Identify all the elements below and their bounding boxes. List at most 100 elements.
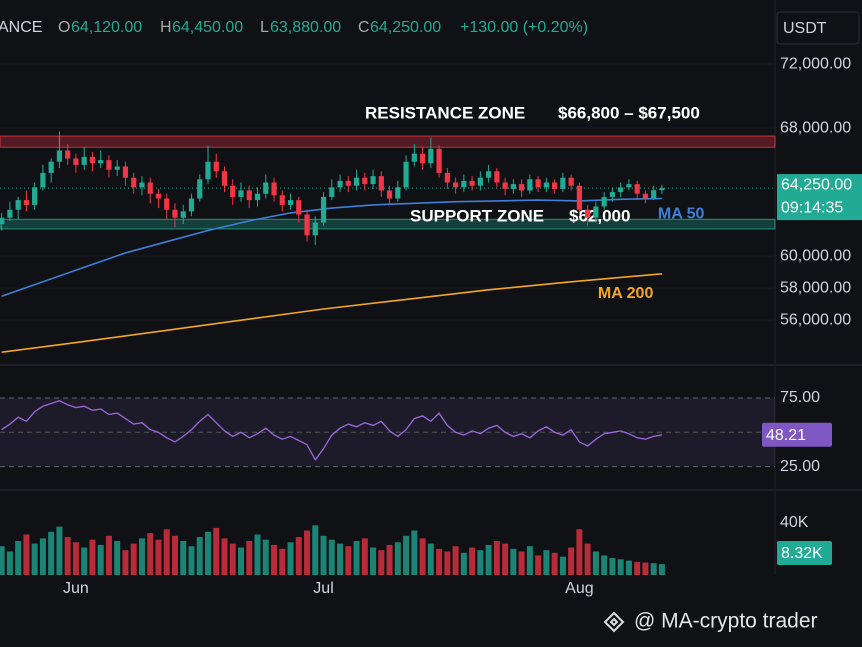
currency[interactable]: USDT [783,20,827,37]
volume-bar [477,550,484,575]
candle-body [122,166,129,178]
volume-bar [64,537,71,575]
y-tick-label: 75.00 [780,389,820,406]
candle-body [659,188,665,191]
volume-bar [114,541,121,575]
volume-bar [130,543,137,575]
volume-bar [163,529,170,575]
candle-body [601,196,607,207]
candle-body [89,156,96,164]
candle-body [238,190,244,197]
candle-body [568,177,574,186]
candle-body [403,161,409,188]
volume-bar [122,550,129,575]
candle-body [287,200,294,205]
candle-body [642,193,649,199]
candle-body [172,209,178,218]
volume-bar [287,542,294,575]
candle-body [593,206,599,218]
candle-body [279,195,285,205]
candle-body [535,179,541,188]
currency-box[interactable] [776,11,860,45]
candle-body [114,166,120,170]
volume-bar [262,539,269,575]
candle-body [609,192,616,197]
candle-body [626,184,632,188]
y-tick-label: 68,000.00 [780,119,851,136]
candle-body [337,180,343,188]
candle-body [230,185,236,197]
candle-body [15,200,21,210]
volume-bar [89,539,96,575]
candle-body [634,184,640,194]
candle-body [48,161,54,173]
volume-bar [312,525,319,575]
candle-body [345,180,351,186]
candle-body [651,190,657,199]
candle-body [428,148,434,164]
volume-bar [171,535,178,575]
volume-bar [328,539,335,575]
volume-bar [147,533,154,575]
close-key: C [358,19,370,36]
candle-body [304,214,310,236]
volume-bar [138,538,145,575]
candle-body [254,193,261,201]
candle-body [147,182,153,194]
volume-bar [196,537,203,575]
candle-body [502,182,508,189]
volume-bar [634,561,641,575]
volume-bar [460,552,467,575]
candle-body [395,187,401,199]
candle-body [576,185,582,210]
rsi-tag-label: 48.21 [766,427,806,444]
open-key: O [58,19,70,36]
candle-body [370,176,376,185]
candle-body [73,158,79,165]
volume-bar [204,531,211,575]
candle-body [180,211,186,218]
candle-body [312,222,318,236]
volume-bar [543,550,550,575]
price-tag-label: 64,250.00 [781,176,852,193]
y-tick-label: 40K [780,514,809,531]
candle-body [188,198,195,212]
open-value: 64,120.00 [71,19,142,36]
high-value: 64,450.00 [172,19,243,36]
symbol: ANCE [0,19,42,36]
volume-bar [295,537,302,575]
volume-bar [0,546,5,575]
volume-bar [56,526,63,575]
candle-body [296,200,302,215]
volume-bar [353,541,360,575]
volume-bar [617,559,624,575]
volume-bar [403,535,410,575]
candle-body [7,209,13,218]
volume-bar [180,541,187,575]
y-tick-label: 60,000.00 [780,247,851,264]
ma-label: MA 50 [658,206,705,223]
volume-bar [625,560,632,575]
volume-bar [378,550,385,575]
low-value: 63,880.00 [270,19,341,36]
close-value: 64,250.00 [370,19,441,36]
candle-body [486,171,492,178]
candle-body [362,177,368,185]
volume-bar [15,541,22,575]
ma-line [1,197,662,297]
volume-bar [485,544,492,575]
volume-bar [238,547,245,575]
volume-bar [31,543,38,575]
volume-bar [551,552,558,575]
volume-bar [394,542,401,575]
volume-bar [469,547,476,575]
candle-body [221,171,228,186]
volume-bar [361,538,368,575]
volume-bar [155,539,162,575]
candle-body [419,153,426,164]
zone [0,218,776,230]
price-tag [777,174,862,221]
volume-bar [221,538,228,575]
volume-bar [609,558,616,575]
volume-bar [6,551,13,575]
